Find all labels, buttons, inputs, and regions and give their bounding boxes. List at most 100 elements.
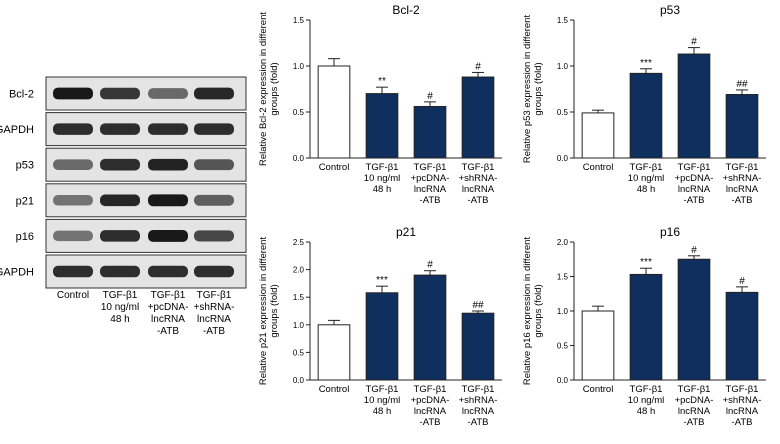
x-tick-label: TGF-β1 +pcDNA-lncRNA -ATB	[675, 162, 714, 206]
y-tick-label: 1.5	[557, 273, 569, 282]
y-tick-label: 0.0	[293, 376, 305, 385]
significance-label: ***	[640, 58, 652, 69]
bar	[317, 324, 351, 381]
blot-band	[194, 194, 234, 206]
y-tick-label: 1.5	[293, 16, 305, 25]
x-tick-label: TGF-β1 +shRNA-lncRNA -ATB	[723, 384, 762, 428]
bar	[461, 312, 495, 381]
y-tick-label: 0.0	[557, 376, 569, 385]
blot-band	[148, 158, 188, 171]
x-tick-label: TGF-β1 10 ng/ml 48 h	[364, 384, 400, 417]
blot-band	[194, 87, 234, 100]
y-tick-label: 1.0	[557, 307, 569, 316]
bar	[581, 112, 615, 159]
blot-band	[53, 159, 93, 171]
x-tick-label: TGF-β1 +pcDNA-lncRNA -ATB	[411, 162, 450, 206]
blot-band	[100, 158, 140, 171]
x-tick-label: TGF-β1 +shRNA-lncRNA -ATB	[459, 162, 498, 206]
blot-band	[53, 195, 93, 206]
y-tick-label: 2.5	[293, 238, 305, 247]
blot-band	[53, 123, 93, 135]
blot-lane-label: TGF-β1 +shRNA-lncRNA -ATB	[194, 290, 235, 337]
significance-label: ***	[640, 257, 652, 268]
blot-lane-label: TGF-β1 +pcDNA-lncRNA -ATB	[148, 290, 189, 337]
bar	[413, 274, 447, 381]
blot-row-label: GAPDH	[0, 267, 34, 279]
x-tick-label: Control	[319, 384, 350, 395]
significance-label: #	[475, 61, 481, 72]
x-tick-label: TGF-β1 +shRNA-lncRNA -ATB	[723, 162, 762, 206]
bar	[725, 291, 759, 381]
blot-band	[148, 194, 188, 207]
y-tick-label: 2.0	[557, 238, 569, 247]
blot-band	[148, 265, 188, 278]
x-tick-label: TGF-β1 10 ng/ml 48 h	[364, 162, 400, 195]
y-tick-label: 1.0	[293, 321, 305, 330]
blot-band	[100, 265, 140, 278]
blot-row-label: p21	[16, 195, 34, 207]
significance-label: #	[739, 276, 745, 287]
bar	[413, 105, 447, 159]
bar	[725, 94, 759, 159]
y-axis-label: Relative p16 expression in differentgrou…	[522, 237, 544, 386]
y-tick-label: 1.0	[557, 62, 569, 71]
blot-band	[100, 230, 140, 242]
blot-band	[194, 265, 234, 278]
x-tick-label: TGF-β1 10 ng/ml 48 h	[628, 162, 664, 195]
western-blot-panel: Bcl-2 GAPDH p53 p21 p16 GAPDH Control TGF-β110 …	[0, 76, 247, 337]
x-tick-label: TGF-β1 +shRNA-lncRNA -ATB	[459, 384, 498, 428]
blot-band	[148, 88, 188, 99]
x-tick-label: Control	[583, 162, 614, 173]
y-axis-label: Relative p21 expression in differentgrou…	[258, 237, 280, 386]
blot-band	[194, 159, 234, 171]
blot-band	[100, 87, 140, 100]
blot-row-label: GAPDH	[0, 124, 34, 136]
x-tick-label: TGF-β1 +pcDNA-lncRNA -ATB	[411, 384, 450, 428]
x-tick-label: Control	[583, 384, 614, 395]
significance-label: #	[427, 91, 433, 102]
p53-bar-chart: p53 Relative p53 expression in differentg…	[522, 3, 766, 206]
blot-band	[194, 123, 234, 135]
y-axis-label: Relative p53 expression in differentgrou…	[522, 15, 544, 164]
bar	[581, 310, 615, 381]
y-tick-label: 1.0	[293, 62, 305, 71]
bar	[461, 76, 495, 159]
blot-row-label: p53	[16, 160, 34, 172]
significance-label: ***	[376, 275, 388, 286]
blot-band	[100, 123, 140, 135]
y-tick-label: 0.5	[293, 108, 305, 117]
bcl2-bar-chart: Bcl-2 Relative Bcl-2 expression in differ…	[258, 3, 502, 206]
bar	[677, 53, 711, 159]
y-axis-label: Relative Bcl-2 expression in differentgr…	[258, 12, 280, 166]
y-tick-label: 0.0	[293, 154, 305, 163]
significance-label: **	[378, 76, 386, 87]
blot-band	[148, 123, 188, 135]
chart-title: p21	[396, 225, 416, 239]
blot-band	[53, 265, 93, 278]
significance-label: #	[691, 37, 697, 48]
blot-band	[53, 230, 93, 242]
blot-band	[194, 230, 234, 242]
blot-lane-label: Control	[57, 290, 89, 301]
blot-row-label: Bcl-2	[9, 89, 34, 101]
y-tick-label: 2.0	[293, 266, 305, 275]
y-tick-label: 0.5	[293, 348, 305, 357]
blot-lane-label: TGF-β1 10 ng/ml 48 h	[101, 290, 139, 325]
x-tick-label: TGF-β1 10 ng/ml 48 h	[628, 384, 664, 417]
bar	[365, 93, 399, 159]
x-tick-label: TGF-β1 +pcDNA-lncRNA -ATB	[675, 384, 714, 428]
chart-title: p53	[660, 3, 680, 17]
bar	[677, 258, 711, 381]
blot-band	[100, 194, 140, 207]
chart-title: Bcl-2	[392, 3, 420, 17]
p21-bar-chart: p21 Relative p21 expression in differentg…	[258, 225, 502, 428]
significance-label: ##	[736, 79, 748, 90]
blot-band	[53, 87, 93, 100]
y-tick-label: 0.0	[557, 154, 569, 163]
bar	[317, 65, 351, 159]
blot-row-label: p16	[16, 231, 34, 243]
y-tick-label: 1.5	[557, 16, 569, 25]
y-tick-label: 0.5	[557, 342, 569, 351]
blot-band	[148, 229, 188, 242]
chart-title: p16	[660, 225, 680, 239]
